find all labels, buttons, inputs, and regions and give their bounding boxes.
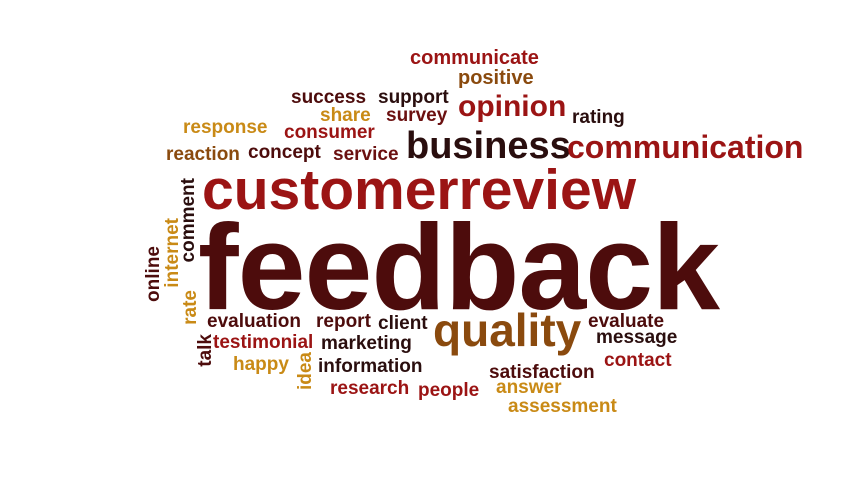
word-assessment: assessment [508,396,617,417]
word-report: report [316,311,371,332]
word-idea: idea [295,352,316,391]
word-happy: happy [233,354,289,375]
word-answer: answer [496,377,562,398]
word-client: client [378,313,428,334]
word-people: people [418,380,480,401]
word-customerreview: customerreview [202,158,637,222]
word-communicate: communicate [410,47,539,69]
word-service: service [333,144,399,165]
word-feedback: feedback [198,199,720,335]
word-success: success [291,87,367,108]
word-testimonial: testimonial [213,332,314,353]
word-internet: internet [162,218,183,288]
word-quality: quality [433,304,582,356]
word-positive: positive [458,67,534,89]
word-evaluation: evaluation [207,311,301,332]
word-response: response [183,117,268,138]
word-online: online [143,246,164,302]
word-marketing: marketing [321,333,412,354]
word-research: research [330,378,410,399]
word-contact: contact [604,350,672,371]
word-concept: concept [248,142,321,163]
word-message: message [596,327,678,348]
word-evaluate: evaluate [588,311,665,332]
word-share: share [320,105,371,126]
word-information: information [318,356,423,377]
word-reaction: reaction [166,144,240,165]
word-consumer: consumer [284,122,375,143]
word-opinion: opinion [458,90,567,123]
word-satisfaction: satisfaction [489,362,595,383]
word-rating: rating [572,107,625,128]
word-survey: survey [386,105,448,126]
word-support: support [378,87,449,108]
word-rate: rate [180,290,201,325]
word-business: business [406,125,571,167]
word-communication: communication [567,129,804,165]
